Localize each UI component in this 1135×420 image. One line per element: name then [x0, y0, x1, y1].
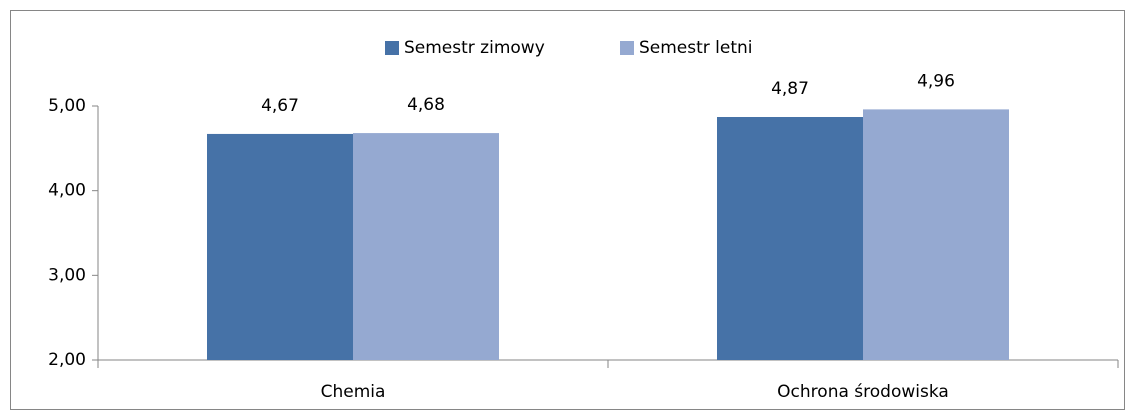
bar	[207, 133, 353, 360]
bar	[353, 133, 499, 360]
legend-swatch	[620, 41, 634, 55]
y-tick-label: 2,00	[48, 350, 86, 370]
data-label: 4,68	[407, 95, 445, 115]
data-label: 4,67	[261, 96, 299, 116]
y-tick-label: 4,00	[48, 181, 86, 201]
bar	[863, 109, 1009, 361]
y-tick-label: 3,00	[48, 265, 86, 285]
bar	[717, 117, 863, 360]
legend-label: Semestr zimowy	[404, 38, 545, 58]
legend-label: Semestr letni	[639, 38, 753, 58]
legend-swatch	[385, 41, 399, 55]
x-tick-label: Chemia	[321, 382, 386, 402]
data-label: 4,87	[771, 79, 809, 99]
data-label: 4,96	[917, 71, 955, 91]
x-tick-label: Ochrona środowiska	[777, 382, 949, 402]
y-tick-label: 5,00	[48, 96, 86, 116]
